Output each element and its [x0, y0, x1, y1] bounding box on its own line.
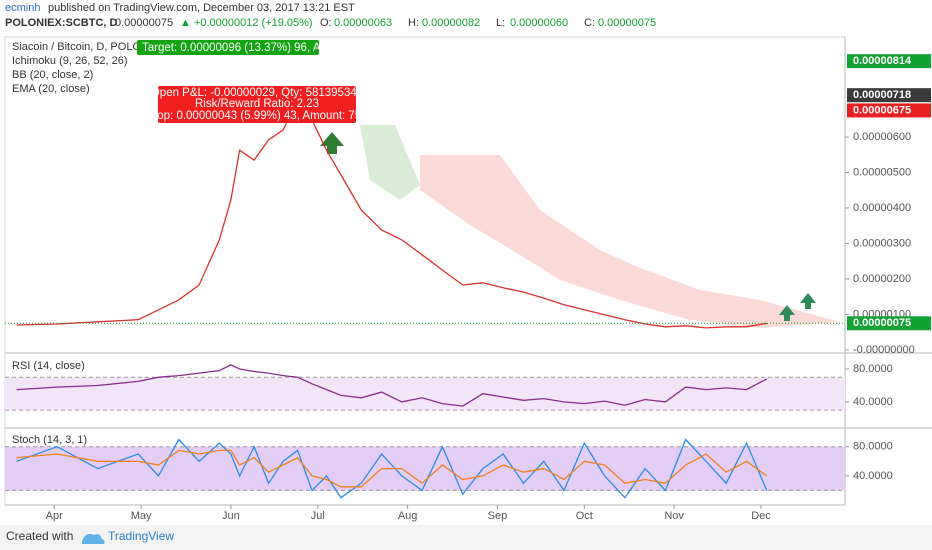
legend-entry: BB (20, close, 2) — [12, 69, 93, 81]
ratio-label: Risk/Reward Ratio: 2.23 — [195, 98, 319, 110]
x-tick-label: Jun — [222, 510, 240, 522]
plot: 0.00000600 0.00000500 0.00000400 0.00000300… — [5, 54, 931, 522]
footer-text: Created with — [6, 529, 73, 543]
x-tick-label: Apr — [46, 510, 63, 522]
ohlc-label: C: — [584, 17, 595, 29]
ohlc-value: 0.00000060 — [510, 17, 568, 29]
x-tick-label: Dec — [751, 510, 771, 522]
cloud — [360, 125, 420, 200]
series-line — [16, 449, 768, 488]
arrow-icon — [320, 132, 344, 154]
published: published on TradingView.com, December 0… — [48, 2, 355, 14]
y-tick-label: 0.00000500 — [853, 166, 911, 178]
x-tick-label: Sep — [488, 510, 508, 522]
series-line — [16, 364, 768, 407]
ohlc-value: 0.00000063 — [334, 17, 392, 29]
legend-title: Siacoin / Bitcoin, D, POLONIEX — [12, 41, 167, 53]
y-tick-label: 0.00000200 — [853, 273, 911, 285]
price-label: 0.00000814 — [853, 55, 912, 67]
x-tick-label: Nov — [664, 510, 684, 522]
arrow-icon — [800, 293, 816, 309]
arrow-icon — [779, 305, 795, 321]
target-box — [137, 40, 319, 55]
ohlc-value: 0.00000082 — [422, 17, 480, 29]
y-tick-label: 0.00000600 — [853, 131, 911, 143]
price-label-box — [847, 103, 931, 118]
band-fill — [5, 377, 845, 411]
pane-title: Stoch (14, 3, 1) — [12, 434, 87, 446]
legend-entry: EMA (20, close) — [12, 83, 90, 95]
price-label-box — [847, 316, 931, 331]
chart-frame — [4, 36, 846, 506]
y-tick-label: 80.0000 — [853, 441, 893, 453]
stop-label: Stop: 0.00000043 (5.99%) 43, Amount: 750 — [146, 110, 367, 122]
symbol: POLONIEX:SCBTC, D — [5, 17, 118, 29]
price-label-box — [847, 88, 931, 103]
pnl-label: Open P&L: -0.00000029, Qty: 581395348 — [151, 87, 363, 99]
cloud — [420, 155, 840, 328]
stop-box — [158, 86, 356, 123]
y-tick-label: 0.00000400 — [853, 202, 911, 214]
ohlc-value: 0.00000075 — [598, 17, 656, 29]
brand[interactable]: TradingView — [108, 529, 174, 543]
target-label: Target: 0.00000096 (13.37%) 96, Amount: … — [142, 42, 401, 54]
legend-entry: Ichimoku (9, 26, 52, 26) — [12, 55, 128, 67]
footer-bar — [0, 525, 932, 550]
ohlc: O: 0.00000063 H: 0.00000082 L: 0.00000060 C: 0.… — [320, 17, 656, 29]
price-label: 0.00000675 — [853, 104, 911, 116]
price-label: 0.00000718 — [853, 89, 911, 101]
ohlc-label: L: — [496, 17, 505, 29]
x-tick-label: May — [131, 510, 152, 522]
y-tick-label: 80.0000 — [853, 363, 893, 375]
ohlc-label: O: — [320, 17, 332, 29]
change: ▲ +0.00000012 (+19.05%) — [180, 17, 313, 29]
author[interactable]: ecminh — [5, 2, 40, 14]
y-tick-label: 0.00000300 — [853, 237, 911, 249]
x-tick-label: Jul — [311, 510, 325, 522]
last-price: 0.00000075 — [115, 17, 173, 29]
y-tick-label: 40.0000 — [853, 470, 893, 482]
y-tick-label: 40.0000 — [853, 396, 893, 408]
logo — [82, 533, 105, 544]
price-label: 0.00000075 — [853, 317, 911, 329]
pane-title: RSI (14, close) — [12, 360, 85, 372]
series-line — [16, 438, 768, 499]
ohlc-label: H: — [408, 17, 419, 29]
y-tick-label: -0.00000000 — [853, 344, 915, 356]
x-tick-label: Aug — [398, 510, 418, 522]
x-tick-label: Oct — [576, 510, 593, 522]
price-label-box — [847, 54, 931, 69]
